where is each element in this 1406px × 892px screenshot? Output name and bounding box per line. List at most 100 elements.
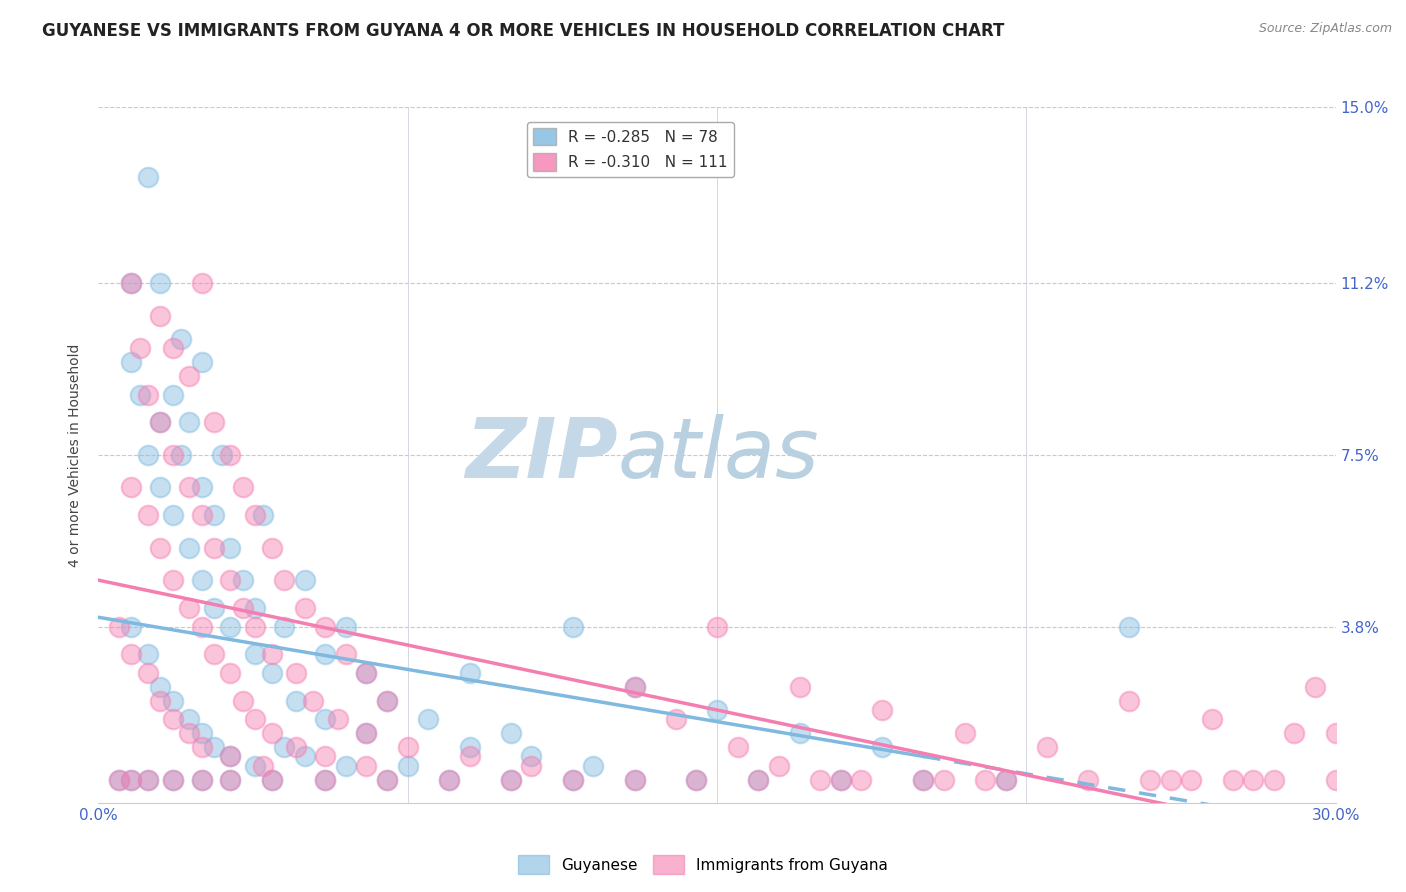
Point xyxy=(499,726,522,740)
Point xyxy=(162,712,184,726)
Point xyxy=(108,772,131,787)
Point xyxy=(418,712,440,726)
Point xyxy=(623,680,645,694)
Point xyxy=(260,772,283,787)
Point xyxy=(219,749,242,764)
Point xyxy=(120,277,142,291)
Point xyxy=(273,619,295,633)
Point xyxy=(912,772,935,787)
Point xyxy=(120,355,142,369)
Text: Source: ZipAtlas.com: Source: ZipAtlas.com xyxy=(1258,22,1392,36)
Point xyxy=(830,772,852,787)
Point xyxy=(1201,712,1223,726)
Point xyxy=(974,772,997,787)
Point xyxy=(162,508,184,523)
Point xyxy=(396,740,419,755)
Point xyxy=(243,648,266,662)
Point xyxy=(202,508,225,523)
Point xyxy=(706,703,728,717)
Point xyxy=(1324,726,1347,740)
Point xyxy=(335,648,357,662)
Point xyxy=(727,740,749,755)
Point xyxy=(685,772,707,787)
Point xyxy=(789,726,811,740)
Point xyxy=(499,772,522,787)
Point xyxy=(396,758,419,772)
Point xyxy=(314,772,336,787)
Point xyxy=(149,680,172,694)
Point xyxy=(520,749,543,764)
Point xyxy=(162,573,184,587)
Point xyxy=(375,772,398,787)
Point xyxy=(232,601,254,615)
Point xyxy=(243,712,266,726)
Point xyxy=(202,648,225,662)
Point xyxy=(190,740,212,755)
Point xyxy=(747,772,769,787)
Point xyxy=(232,480,254,494)
Point xyxy=(458,665,481,680)
Point xyxy=(232,573,254,587)
Point xyxy=(219,665,242,680)
Point xyxy=(219,749,242,764)
Point xyxy=(260,772,283,787)
Point xyxy=(1180,772,1202,787)
Point xyxy=(219,619,242,633)
Point xyxy=(623,772,645,787)
Point xyxy=(128,387,150,401)
Point xyxy=(1241,772,1264,787)
Point xyxy=(375,694,398,708)
Point xyxy=(190,480,212,494)
Point xyxy=(994,772,1017,787)
Point xyxy=(273,573,295,587)
Point xyxy=(623,772,645,787)
Point xyxy=(202,740,225,755)
Point xyxy=(179,416,201,430)
Point xyxy=(170,448,193,462)
Point xyxy=(149,541,172,555)
Point xyxy=(706,619,728,633)
Point xyxy=(243,758,266,772)
Point xyxy=(149,416,172,430)
Point xyxy=(260,726,283,740)
Point xyxy=(190,772,212,787)
Point xyxy=(953,726,976,740)
Point xyxy=(190,772,212,787)
Point xyxy=(294,749,316,764)
Point xyxy=(582,758,605,772)
Point xyxy=(149,694,172,708)
Point xyxy=(685,772,707,787)
Point xyxy=(219,448,242,462)
Point xyxy=(260,665,283,680)
Point xyxy=(285,694,308,708)
Point xyxy=(870,740,893,755)
Point xyxy=(162,772,184,787)
Point xyxy=(437,772,460,787)
Point xyxy=(120,277,142,291)
Point xyxy=(851,772,873,787)
Point xyxy=(179,712,201,726)
Point xyxy=(120,480,142,494)
Point xyxy=(252,508,274,523)
Point xyxy=(1303,680,1326,694)
Point xyxy=(162,341,184,355)
Point xyxy=(285,665,308,680)
Point xyxy=(162,772,184,787)
Point xyxy=(179,369,201,384)
Point xyxy=(1118,694,1140,708)
Point xyxy=(335,619,357,633)
Point xyxy=(561,772,583,787)
Text: ZIP: ZIP xyxy=(465,415,619,495)
Point xyxy=(232,694,254,708)
Point xyxy=(179,726,201,740)
Point xyxy=(136,772,159,787)
Point xyxy=(1222,772,1244,787)
Point xyxy=(623,680,645,694)
Point xyxy=(179,541,201,555)
Point xyxy=(314,712,336,726)
Point xyxy=(747,772,769,787)
Point xyxy=(294,601,316,615)
Y-axis label: 4 or more Vehicles in Household: 4 or more Vehicles in Household xyxy=(69,343,83,566)
Point xyxy=(1036,740,1059,755)
Point xyxy=(302,694,325,708)
